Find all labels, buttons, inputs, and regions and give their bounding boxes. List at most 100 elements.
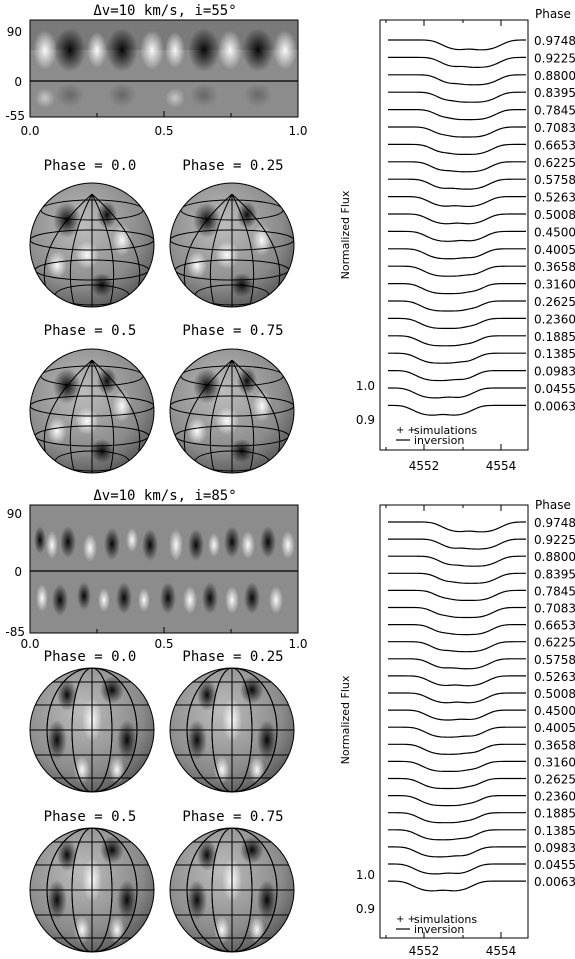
phase-label: 0.2360 (534, 790, 575, 804)
profiles-ytick-2: 0.9 (356, 413, 375, 427)
phase-label: 0.8395 (534, 567, 575, 581)
sphere2-label-1: Phase = 0.0 (44, 649, 137, 665)
phase-label: 0.2625 (534, 295, 575, 309)
profiles-xtick-1: 4552 (409, 459, 440, 473)
sphere2-label-4: Phase = 0.75 (182, 809, 283, 825)
profile-line-0.0455 (388, 863, 526, 875)
map2-ytick-zero: 0 (14, 565, 22, 579)
profile-line-0.0063 (387, 404, 526, 416)
phase-label: 0.2360 (534, 312, 575, 326)
phase-label: 0.4500 (534, 704, 575, 718)
legend-inversion: inversion (414, 434, 464, 447)
map-ytick-bottom: -55 (5, 109, 25, 123)
legend2-plus-marker: + + (396, 914, 416, 925)
phase-label: 0.4005 (534, 721, 575, 735)
phase-label: 0.5758 (534, 653, 575, 667)
latitude-longitude-map: 90 0 -55 0.0 0.5 1.0 (5, 19, 308, 138)
phase-label: 0.0455 (534, 858, 575, 872)
phase-label: 0.2625 (534, 773, 575, 787)
phase-label: 0.7083 (534, 602, 575, 616)
map-texture-2 (34, 526, 295, 616)
phase-label: 0.3160 (534, 278, 575, 292)
line-profiles-plot-2: Phase 0.9748 0.9225 0.8800 0.8395 0.7845 0.70… (339, 498, 575, 958)
profile-line-0.6225 (388, 161, 526, 173)
profile-line-0.3658 (388, 743, 526, 755)
profile-line-0.8800 (388, 555, 526, 567)
profiles2-ylabel: Normalized Flux (339, 675, 352, 764)
phase-label: 0.1385 (534, 347, 575, 361)
profile-line-0.5758 (388, 178, 526, 190)
map2-ytick-bottom: -85 (5, 625, 25, 639)
phase-label: 0.9748 (534, 34, 575, 48)
phase-label: 0.5008 (534, 208, 575, 222)
profile-line-0.3658 (388, 265, 526, 277)
sphere-label-1: Phase = 0.0 (44, 158, 137, 174)
phase-label: 0.0455 (534, 382, 575, 396)
profiles2-ytick-1: 1.0 (356, 868, 375, 882)
profile-line-0.2625 (388, 777, 526, 790)
profile-line-0.9748 (388, 521, 527, 533)
profile-line-0.0983 (388, 370, 526, 382)
phase-label: 0.4005 (534, 243, 575, 257)
phase-label: 0.9748 (534, 516, 575, 530)
phase-label: 0.6653 (534, 138, 575, 152)
profile-line-0.4005 (388, 726, 526, 738)
legend2-simulations: simulations (414, 913, 477, 926)
stellar-surface-sphere-7 (29, 827, 155, 953)
profile-line-0.1385 (388, 352, 526, 364)
phase-label: 0.3160 (534, 755, 575, 769)
phase-label: 0.7845 (534, 104, 575, 118)
stellar-surface-sphere-8 (169, 827, 295, 953)
profiles2-ytick-2: 0.9 (356, 902, 375, 916)
panel-1: Δv=10 km/s, i=55° (5, 3, 575, 474)
profile-line-0.3160 (388, 283, 526, 295)
phase-label: 0.6653 (534, 619, 575, 633)
profiles2-xtick-2: 4554 (486, 944, 517, 958)
phase-label: 0.9225 (534, 51, 575, 65)
map-ytick-zero: 0 (14, 75, 22, 89)
profile-line-0.8395 (388, 572, 526, 584)
legend-plus-marker: + + (396, 425, 416, 436)
profile-line-0.1885 (388, 335, 526, 347)
phase-label: 0.0983 (534, 365, 575, 379)
map2-xtick-2: 1.0 (288, 637, 307, 651)
profile-line-0.4500 (388, 709, 526, 721)
profile-line-0.1385 (388, 829, 526, 841)
phase-label: 0.8800 (534, 69, 575, 83)
profile-line-0.8800 (388, 74, 526, 86)
profile-line-0.0455 (388, 387, 526, 399)
phase-label: 0.9225 (534, 533, 575, 547)
phase-label: 0.0063 (534, 399, 575, 413)
profile-line-0.7083 (388, 126, 526, 138)
profile-line-0.8395 (388, 91, 526, 103)
phase-label: 0.0063 (534, 875, 575, 889)
sphere2-label-3: Phase = 0.5 (44, 809, 137, 825)
profiles-ylabel: Normalized Flux (339, 190, 352, 279)
profile-line-0.5263 (388, 675, 526, 687)
map-xtick-2: 1.0 (288, 124, 307, 138)
stellar-surface-sphere-5 (29, 667, 155, 793)
profile-line-0.9748 (388, 39, 527, 51)
legend-simulations: simulations (414, 424, 477, 437)
legend2-inversion: inversion (414, 923, 464, 936)
profile-line-0.6653 (388, 143, 526, 156)
profile-line-0.5008 (388, 213, 526, 225)
phase-label: 0.7845 (534, 584, 575, 598)
profile-line-0.7083 (388, 606, 526, 619)
stellar-surface-sphere-3 (29, 348, 155, 474)
profile-line-0.3160 (388, 760, 526, 772)
profiles-xtick-2: 4554 (486, 459, 517, 473)
profile-line-0.0063 (387, 880, 526, 892)
sphere2-label-2: Phase = 0.25 (182, 649, 283, 665)
phase-label: 0.8800 (534, 550, 575, 564)
profile-line-0.2360 (388, 317, 526, 329)
profile-line-0.5263 (388, 196, 526, 208)
phase-label: 0.6225 (534, 636, 575, 650)
profile-line-0.7845 (388, 109, 526, 121)
phase-header-2: Phase (535, 498, 571, 512)
profile-line-0.2625 (388, 300, 526, 312)
profile-line-0.4500 (388, 230, 526, 242)
profile-line-0.6653 (388, 624, 526, 636)
line-profiles-plot: Phase 0.9748 0.9225 0.8800 0.8395 0.7845 0.70… (339, 7, 575, 473)
